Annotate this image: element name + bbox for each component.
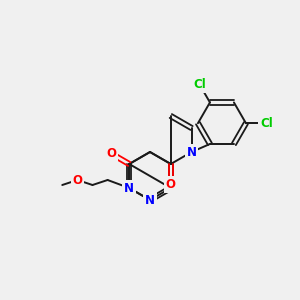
Text: Cl: Cl [194,78,206,91]
Text: Cl: Cl [260,117,273,130]
Text: O: O [72,173,82,187]
Text: O: O [106,147,116,160]
Text: N: N [124,182,134,194]
Text: N: N [187,146,196,158]
Text: N: N [145,194,155,206]
Text: O: O [166,178,176,191]
